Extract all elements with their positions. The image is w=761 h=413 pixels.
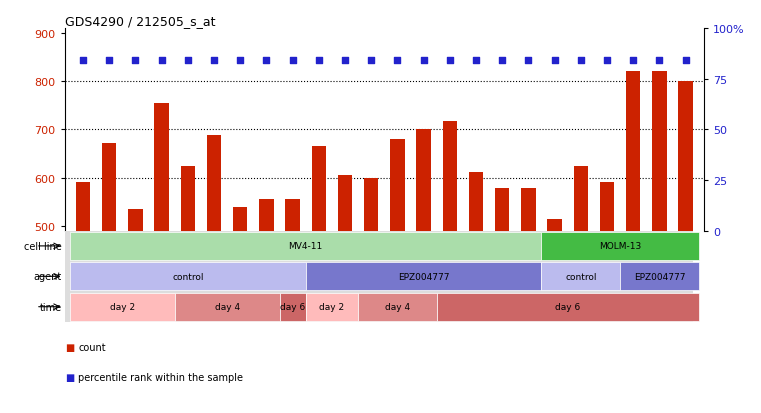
Bar xyxy=(364,178,378,231)
Bar xyxy=(233,207,247,231)
Bar xyxy=(70,233,542,260)
Bar xyxy=(338,176,352,231)
Point xyxy=(627,58,639,64)
Bar xyxy=(652,72,667,231)
Point xyxy=(470,58,482,64)
Bar xyxy=(542,233,699,260)
Text: ■: ■ xyxy=(65,342,74,352)
Point xyxy=(155,58,167,64)
Text: control: control xyxy=(172,272,203,281)
Point xyxy=(575,58,587,64)
Point xyxy=(496,58,508,64)
Text: control: control xyxy=(565,272,597,281)
Point xyxy=(522,58,534,64)
Bar xyxy=(416,130,431,231)
Bar xyxy=(437,293,699,321)
Bar xyxy=(600,183,614,231)
Bar xyxy=(547,219,562,231)
Point xyxy=(260,58,272,64)
Text: MV4-11: MV4-11 xyxy=(288,242,323,251)
Bar xyxy=(390,140,405,231)
Bar xyxy=(279,293,306,321)
Text: EPZ004777: EPZ004777 xyxy=(634,272,685,281)
Bar xyxy=(180,166,195,231)
Bar xyxy=(154,104,169,231)
Point xyxy=(287,58,299,64)
Bar xyxy=(443,121,457,231)
Text: count: count xyxy=(78,342,106,352)
Point xyxy=(680,58,692,64)
Bar xyxy=(285,200,300,231)
Text: time: time xyxy=(40,302,62,312)
Bar xyxy=(542,263,620,291)
Text: cell line: cell line xyxy=(24,241,62,251)
Point xyxy=(129,58,142,64)
Bar xyxy=(306,293,358,321)
Bar xyxy=(311,147,326,231)
Point xyxy=(601,58,613,64)
Bar xyxy=(574,166,588,231)
Text: GDS4290 / 212505_s_at: GDS4290 / 212505_s_at xyxy=(65,15,215,28)
Text: day 4: day 4 xyxy=(385,302,410,311)
Bar xyxy=(207,136,221,231)
Bar xyxy=(626,72,641,231)
Point xyxy=(391,58,403,64)
Point xyxy=(549,58,561,64)
Bar xyxy=(495,189,509,231)
Text: agent: agent xyxy=(33,272,62,282)
Bar xyxy=(175,293,279,321)
Bar xyxy=(102,143,116,231)
Bar xyxy=(76,183,91,231)
Bar xyxy=(521,189,536,231)
Text: day 2: day 2 xyxy=(320,302,345,311)
Point xyxy=(234,58,247,64)
Point xyxy=(444,58,456,64)
Point xyxy=(313,58,325,64)
Point xyxy=(182,58,194,64)
Point xyxy=(208,58,220,64)
Text: percentile rank within the sample: percentile rank within the sample xyxy=(78,372,244,382)
Point xyxy=(653,58,665,64)
Text: MOLM-13: MOLM-13 xyxy=(599,242,642,251)
Bar xyxy=(306,263,542,291)
Point xyxy=(77,58,89,64)
Bar xyxy=(70,263,306,291)
Point xyxy=(365,58,377,64)
Bar xyxy=(620,263,699,291)
Bar xyxy=(678,82,693,231)
Bar xyxy=(128,209,142,231)
Text: day 4: day 4 xyxy=(215,302,240,311)
Text: ■: ■ xyxy=(65,372,74,382)
Point xyxy=(103,58,116,64)
Bar xyxy=(70,293,175,321)
Bar xyxy=(358,293,437,321)
Bar xyxy=(469,172,483,231)
Text: day 6: day 6 xyxy=(555,302,581,311)
Text: day 2: day 2 xyxy=(110,302,135,311)
Text: day 6: day 6 xyxy=(280,302,305,311)
Bar xyxy=(260,200,274,231)
Point xyxy=(418,58,430,64)
Text: EPZ004777: EPZ004777 xyxy=(398,272,449,281)
Point xyxy=(339,58,351,64)
